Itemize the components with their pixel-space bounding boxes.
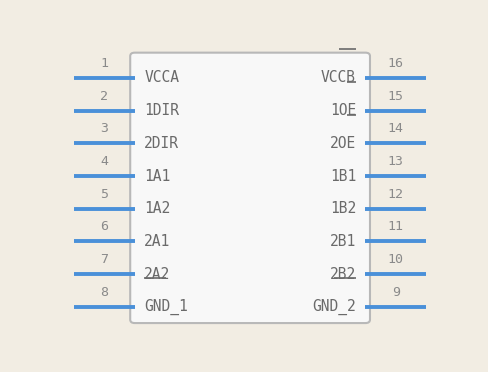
Text: 8: 8 xyxy=(101,286,108,299)
Text: GND_2: GND_2 xyxy=(312,299,356,315)
Text: VCCA: VCCA xyxy=(144,70,179,86)
Text: 16: 16 xyxy=(387,57,404,70)
Text: 7: 7 xyxy=(101,253,108,266)
Text: 2B1: 2B1 xyxy=(330,234,356,249)
Text: 1A1: 1A1 xyxy=(144,169,170,183)
Text: 3: 3 xyxy=(101,122,108,135)
Text: 12: 12 xyxy=(387,187,404,201)
Text: 1B1: 1B1 xyxy=(330,169,356,183)
Text: 10: 10 xyxy=(387,253,404,266)
Text: 13: 13 xyxy=(387,155,404,168)
Text: 9: 9 xyxy=(392,286,400,299)
Text: 2OE: 2OE xyxy=(330,136,356,151)
Text: 1DIR: 1DIR xyxy=(144,103,179,118)
Text: 2B2: 2B2 xyxy=(330,266,356,282)
Text: 6: 6 xyxy=(101,220,108,233)
Text: 1OE: 1OE xyxy=(330,103,356,118)
Text: 15: 15 xyxy=(387,90,404,103)
Text: 11: 11 xyxy=(387,220,404,233)
Text: 2A1: 2A1 xyxy=(144,234,170,249)
Text: 4: 4 xyxy=(101,155,108,168)
Text: 1: 1 xyxy=(101,57,108,70)
Text: 2DIR: 2DIR xyxy=(144,136,179,151)
Text: 1A2: 1A2 xyxy=(144,201,170,216)
Text: GND_1: GND_1 xyxy=(144,299,188,315)
Text: VCCB: VCCB xyxy=(321,70,356,86)
FancyBboxPatch shape xyxy=(130,53,370,323)
Text: 2A2: 2A2 xyxy=(144,266,170,282)
Text: 1B2: 1B2 xyxy=(330,201,356,216)
Text: 14: 14 xyxy=(387,122,404,135)
Text: 2: 2 xyxy=(101,90,108,103)
Text: 5: 5 xyxy=(101,187,108,201)
